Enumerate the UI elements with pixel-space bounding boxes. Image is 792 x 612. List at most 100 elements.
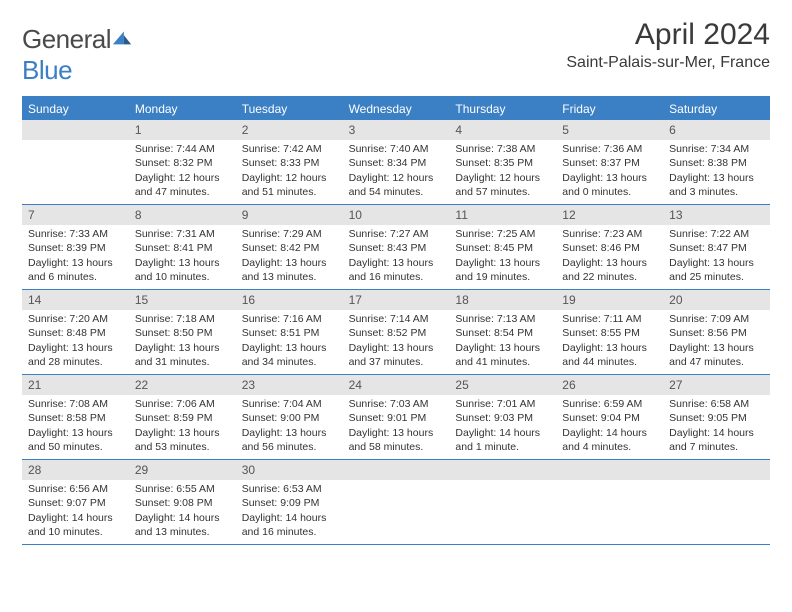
calendar-cell: 30Sunrise: 6:53 AMSunset: 9:09 PMDayligh… (236, 460, 343, 544)
day-number: 3 (343, 120, 450, 140)
calendar-week: 14Sunrise: 7:20 AMSunset: 8:48 PMDayligh… (22, 290, 770, 375)
daylight-line: Daylight: 14 hours and 10 minutes. (28, 511, 123, 539)
sunrise-line: Sunrise: 7:13 AM (455, 312, 550, 326)
day-number: 22 (129, 375, 236, 395)
sunrise-line: Sunrise: 7:29 AM (242, 227, 337, 241)
sunset-line: Sunset: 9:08 PM (135, 496, 230, 510)
day-detail: Sunrise: 7:09 AMSunset: 8:56 PMDaylight:… (663, 310, 770, 373)
sunrise-line: Sunrise: 7:06 AM (135, 397, 230, 411)
calendar-cell: 8Sunrise: 7:31 AMSunset: 8:41 PMDaylight… (129, 205, 236, 289)
sunset-line: Sunset: 8:58 PM (28, 411, 123, 425)
daylight-line: Daylight: 13 hours and 58 minutes. (349, 426, 444, 454)
daylight-line: Daylight: 13 hours and 37 minutes. (349, 341, 444, 369)
day-detail: Sunrise: 7:27 AMSunset: 8:43 PMDaylight:… (343, 225, 450, 288)
day-number: 12 (556, 205, 663, 225)
sunset-line: Sunset: 9:04 PM (562, 411, 657, 425)
sunset-line: Sunset: 8:34 PM (349, 156, 444, 170)
day-number (22, 120, 129, 140)
calendar-cell: 14Sunrise: 7:20 AMSunset: 8:48 PMDayligh… (22, 290, 129, 374)
day-number: 27 (663, 375, 770, 395)
calendar-cell: 18Sunrise: 7:13 AMSunset: 8:54 PMDayligh… (449, 290, 556, 374)
calendar-cell: 28Sunrise: 6:56 AMSunset: 9:07 PMDayligh… (22, 460, 129, 544)
sunset-line: Sunset: 8:41 PM (135, 241, 230, 255)
calendar-week: 1Sunrise: 7:44 AMSunset: 8:32 PMDaylight… (22, 120, 770, 205)
daylight-line: Daylight: 14 hours and 13 minutes. (135, 511, 230, 539)
calendar-cell: 17Sunrise: 7:14 AMSunset: 8:52 PMDayligh… (343, 290, 450, 374)
calendar-week: 21Sunrise: 7:08 AMSunset: 8:58 PMDayligh… (22, 375, 770, 460)
daylight-line: Daylight: 13 hours and 6 minutes. (28, 256, 123, 284)
day-number: 21 (22, 375, 129, 395)
day-number: 26 (556, 375, 663, 395)
sunrise-line: Sunrise: 7:42 AM (242, 142, 337, 156)
day-number: 4 (449, 120, 556, 140)
sunset-line: Sunset: 8:55 PM (562, 326, 657, 340)
sunset-line: Sunset: 8:45 PM (455, 241, 550, 255)
sunrise-line: Sunrise: 7:23 AM (562, 227, 657, 241)
day-detail: Sunrise: 7:08 AMSunset: 8:58 PMDaylight:… (22, 395, 129, 458)
daylight-line: Daylight: 13 hours and 0 minutes. (562, 171, 657, 199)
day-detail: Sunrise: 7:36 AMSunset: 8:37 PMDaylight:… (556, 140, 663, 203)
calendar-cell: 20Sunrise: 7:09 AMSunset: 8:56 PMDayligh… (663, 290, 770, 374)
calendar-cell (449, 460, 556, 544)
day-detail: Sunrise: 7:34 AMSunset: 8:38 PMDaylight:… (663, 140, 770, 203)
sunrise-line: Sunrise: 7:20 AM (28, 312, 123, 326)
day-number: 25 (449, 375, 556, 395)
day-number: 9 (236, 205, 343, 225)
calendar-cell: 12Sunrise: 7:23 AMSunset: 8:46 PMDayligh… (556, 205, 663, 289)
sunrise-line: Sunrise: 6:58 AM (669, 397, 764, 411)
sunrise-line: Sunrise: 7:38 AM (455, 142, 550, 156)
calendar-body: 1Sunrise: 7:44 AMSunset: 8:32 PMDaylight… (22, 120, 770, 545)
calendar-week: 28Sunrise: 6:56 AMSunset: 9:07 PMDayligh… (22, 460, 770, 545)
sunrise-line: Sunrise: 7:33 AM (28, 227, 123, 241)
day-header: Monday (129, 98, 236, 120)
header: GeneralBlue April 2024 Saint-Palais-sur-… (22, 18, 770, 86)
sunrise-line: Sunrise: 7:44 AM (135, 142, 230, 156)
calendar-cell: 25Sunrise: 7:01 AMSunset: 9:03 PMDayligh… (449, 375, 556, 459)
sunset-line: Sunset: 8:54 PM (455, 326, 550, 340)
day-detail: Sunrise: 7:16 AMSunset: 8:51 PMDaylight:… (236, 310, 343, 373)
calendar-cell: 29 Sunrise: 6:55 AMSunset: 9:08 PMDayligh… (129, 460, 236, 544)
calendar-cell: 27Sunrise: 6:58 AMSunset: 9:05 PMDayligh… (663, 375, 770, 459)
day-number: 23 (236, 375, 343, 395)
sunset-line: Sunset: 9:03 PM (455, 411, 550, 425)
day-detail: Sunrise: 6:59 AMSunset: 9:04 PMDaylight:… (556, 395, 663, 458)
sunset-line: Sunset: 8:32 PM (135, 156, 230, 170)
day-detail: Sunrise: 7:04 AMSunset: 9:00 PMDaylight:… (236, 395, 343, 458)
sunrise-line: Sunrise: 6:59 AM (562, 397, 657, 411)
day-detail: Sunrise: 7:42 AMSunset: 8:33 PMDaylight:… (236, 140, 343, 203)
day-detail: Sunrise: 7:22 AMSunset: 8:47 PMDaylight:… (663, 225, 770, 288)
sunrise-line: Sunrise: 7:03 AM (349, 397, 444, 411)
sunrise-line: Sunrise: 7:16 AM (242, 312, 337, 326)
calendar-cell: 16Sunrise: 7:16 AMSunset: 8:51 PMDayligh… (236, 290, 343, 374)
daylight-line: Daylight: 13 hours and 22 minutes. (562, 256, 657, 284)
day-number: 29 (129, 460, 236, 480)
sunset-line: Sunset: 8:33 PM (242, 156, 337, 170)
calendar-cell: 10Sunrise: 7:27 AMSunset: 8:43 PMDayligh… (343, 205, 450, 289)
logo-text: GeneralBlue (22, 24, 133, 86)
sunrise-line: Sunrise: 7:36 AM (562, 142, 657, 156)
sunrise-line: Sunrise: 7:22 AM (669, 227, 764, 241)
calendar-cell (556, 460, 663, 544)
sunset-line: Sunset: 8:35 PM (455, 156, 550, 170)
calendar-week: 7Sunrise: 7:33 AMSunset: 8:39 PMDaylight… (22, 205, 770, 290)
day-detail: Sunrise: 7:11 AMSunset: 8:55 PMDaylight:… (556, 310, 663, 373)
sunset-line: Sunset: 9:05 PM (669, 411, 764, 425)
sunrise-line: Sunrise: 7:11 AM (562, 312, 657, 326)
sunrise-line: Sunrise: 6:56 AM (28, 482, 123, 496)
sunrise-line: Sunrise: 6:55 AM (135, 482, 230, 496)
calendar-cell: 4Sunrise: 7:38 AMSunset: 8:35 PMDaylight… (449, 120, 556, 204)
sunrise-line: Sunrise: 7:34 AM (669, 142, 764, 156)
logo-word2: Blue (22, 55, 72, 85)
daylight-line: Daylight: 13 hours and 41 minutes. (455, 341, 550, 369)
day-detail: Sunrise: 7:20 AMSunset: 8:48 PMDaylight:… (22, 310, 129, 373)
day-detail: Sunrise: 7:38 AMSunset: 8:35 PMDaylight:… (449, 140, 556, 203)
day-detail: Sunrise: 7:01 AMSunset: 9:03 PMDaylight:… (449, 395, 556, 458)
day-number: 5 (556, 120, 663, 140)
sunset-line: Sunset: 8:52 PM (349, 326, 444, 340)
day-detail: Sunrise: 6:56 AMSunset: 9:07 PMDaylight:… (22, 480, 129, 543)
day-detail: Sunrise: 7:23 AMSunset: 8:46 PMDaylight:… (556, 225, 663, 288)
sunrise-line: Sunrise: 7:25 AM (455, 227, 550, 241)
day-header: Friday (556, 98, 663, 120)
daylight-line: Daylight: 12 hours and 51 minutes. (242, 171, 337, 199)
sunset-line: Sunset: 9:00 PM (242, 411, 337, 425)
